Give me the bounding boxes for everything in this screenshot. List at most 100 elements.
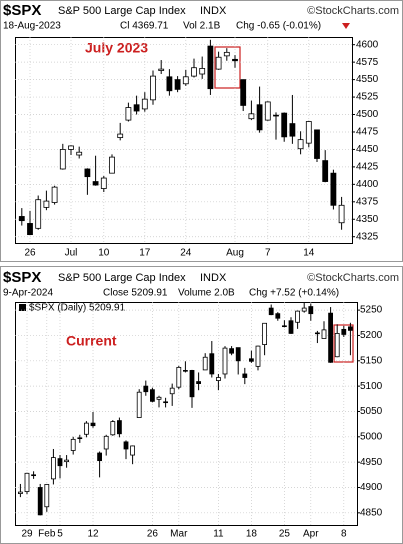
date: 9-Apr-2024 (3, 288, 53, 299)
stat: Chg +7.52 (+0.14%) (249, 288, 339, 299)
candle-body (141, 98, 148, 110)
y-tick-label: 5200 (360, 330, 383, 341)
y-tick-label: 4425 (356, 162, 379, 173)
y-tick-label: 5250 (360, 305, 383, 316)
candle-body (59, 149, 66, 170)
candle-body (176, 366, 182, 388)
candle-body (130, 445, 136, 456)
candle-body (321, 329, 327, 339)
candle-body (84, 422, 89, 435)
x-tick-label: 5 (57, 529, 63, 540)
candle-body (37, 487, 43, 516)
candle-body (281, 325, 287, 328)
candle-body (169, 387, 175, 395)
candle-body (215, 56, 222, 70)
x-tick-label: Jul (65, 248, 78, 259)
candle-body (24, 472, 30, 492)
x-tick-label: 29 (21, 529, 33, 540)
exchange: INDX (200, 5, 227, 17)
candle-body (305, 121, 312, 144)
symbol: $SPX (3, 2, 41, 19)
candle-body (314, 332, 320, 335)
candle-body (64, 459, 69, 463)
candle-body (92, 181, 99, 186)
x-tick-label: 14 (303, 248, 315, 259)
candle-body (143, 385, 149, 393)
x-tick-label: Apr (303, 529, 319, 540)
candle-body (328, 312, 334, 363)
candle-body (330, 172, 337, 206)
candle-body (51, 457, 56, 480)
x-tick-label: Mar (170, 529, 188, 540)
y-tick-label: 5050 (360, 406, 383, 417)
x-tick-label: 8 (341, 529, 347, 540)
candle-body (149, 389, 155, 402)
down-arrow (342, 23, 350, 29)
y-tick-label: 4450 (356, 144, 379, 155)
candle-body (275, 313, 281, 319)
candle-body (136, 391, 142, 418)
candle-body (68, 145, 74, 150)
candle-body (76, 151, 83, 156)
candle-body (35, 199, 42, 229)
candle-body (289, 123, 296, 137)
candle-body (268, 307, 274, 316)
candle-body (288, 320, 294, 334)
candle-body (174, 79, 181, 90)
candle-body (229, 348, 235, 354)
y-tick-label: 4525 (356, 92, 379, 103)
x-tick-label: 26 (24, 248, 36, 259)
y-tick-label: 4400 (356, 179, 379, 190)
legend-label: $SPX (Daily) 5209.91 (29, 303, 126, 314)
y-tick-label: 4900 (360, 482, 383, 493)
y-tick-label: 4600 (356, 39, 379, 50)
candle-body (182, 370, 188, 372)
y-tick-label: 4350 (356, 214, 379, 225)
annotation: July 2023 (85, 40, 148, 56)
candle-body (156, 396, 162, 400)
y-tick-label: 5100 (360, 381, 383, 392)
candle-body (199, 68, 206, 75)
candle-body (338, 204, 345, 224)
candle-body (209, 353, 215, 375)
stat: Volume 2.0B (178, 288, 235, 299)
candle-body (202, 356, 208, 371)
candle-body (17, 491, 23, 494)
candle-body (84, 168, 91, 178)
candle-body (163, 401, 169, 404)
x-tick-label: Feb (38, 529, 56, 540)
candle-body (97, 452, 102, 462)
candle-body (322, 160, 329, 182)
x-tick-label: 18 (246, 529, 258, 540)
plot-frame (15, 37, 353, 244)
x-tick-label: 25 (279, 529, 291, 540)
x-tick-label: 26 (147, 529, 159, 540)
y-tick-label: 4950 (360, 457, 383, 468)
x-tick-label: 12 (87, 529, 99, 540)
candle-body (150, 75, 156, 101)
candle-body (301, 307, 307, 312)
candle-body (295, 310, 301, 323)
legend-swatch (19, 304, 26, 311)
candle-body (248, 358, 254, 362)
index-name: S&P 500 Large Cap Index (58, 272, 186, 284)
candle-body (281, 112, 288, 138)
candle-body (222, 347, 228, 375)
x-tick-label: 7 (265, 248, 271, 259)
y-tick-label: 5000 (360, 431, 383, 442)
candle-body (232, 58, 238, 62)
candle-body (70, 438, 76, 451)
candle-body (51, 186, 58, 203)
candle-body (297, 139, 304, 150)
x-tick-label: 11 (213, 529, 224, 540)
candle-body (235, 347, 241, 362)
candle-body (262, 322, 268, 345)
candle-body (90, 422, 96, 427)
candle-body (256, 104, 263, 131)
candle-body (240, 79, 247, 106)
exchange: INDX (200, 272, 227, 284)
candle-body (57, 458, 63, 467)
candle-body (123, 441, 129, 450)
stat: Close 5209.91 (103, 288, 168, 299)
